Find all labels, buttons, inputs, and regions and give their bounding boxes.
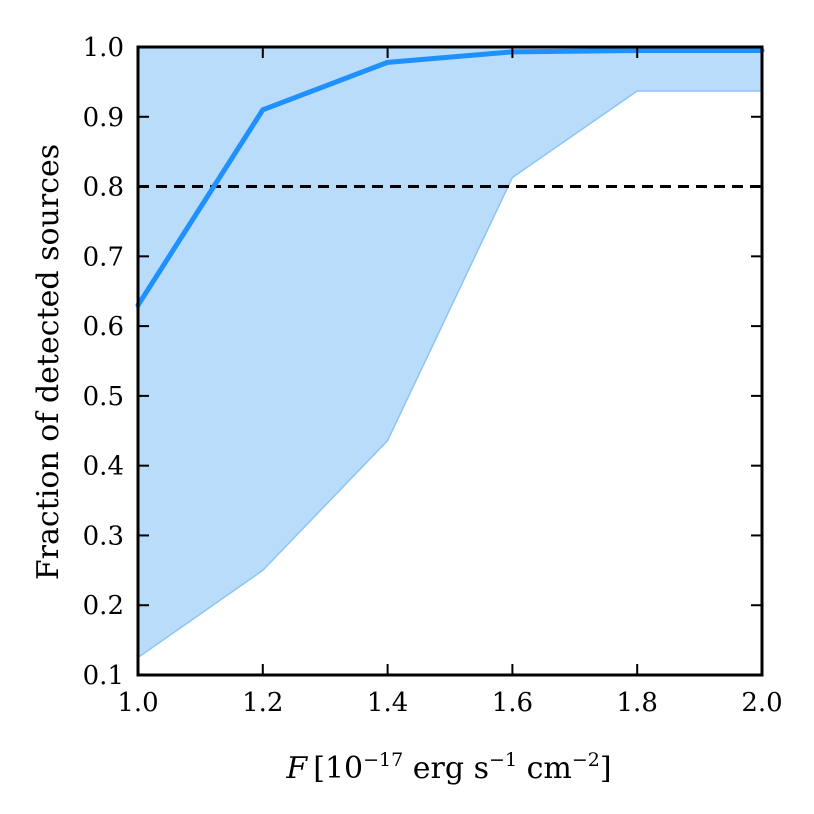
y-tick-label: 0.4 — [83, 452, 124, 482]
data-point — [260, 107, 266, 113]
x-axis-title: F [10−17 erg s−1 cm−2] — [285, 749, 611, 786]
x-axis-title-close: ] — [600, 751, 612, 786]
y-tick-label: 0.9 — [83, 103, 124, 133]
x-tick-label: 1.0 — [117, 688, 158, 718]
x-tick-label: 2.0 — [741, 688, 782, 718]
y-tick-label: 0.1 — [83, 661, 124, 691]
plot-frame-layer — [136, 45, 764, 677]
series-line — [135, 47, 762, 307]
confidence-band-layer — [137, 47, 762, 659]
confidence-band — [138, 47, 762, 658]
x-tick-label: 1.8 — [617, 688, 658, 718]
plot-frame — [136, 45, 764, 677]
tick-layer: 1.0 1.2 1.4 1.6 1.8 2.0 0.1 0.2 0.3 0.4 0.5 0.6 0.7 0… — [83, 33, 783, 718]
y-tick-label: 0.5 — [83, 382, 124, 412]
confidence-band-lower-edge — [137, 90, 762, 659]
x-axis-title-cm: cm — [517, 751, 572, 786]
y-tick-label: 0.6 — [83, 312, 124, 342]
y-tick-label: 1.0 — [83, 33, 124, 63]
y-tick-label: 0.3 — [83, 521, 124, 551]
y-axis-title: Fraction of detected sources — [31, 144, 66, 580]
y-tick-label: 0.2 — [83, 591, 124, 621]
y-tick-label: 0.7 — [83, 242, 124, 272]
data-point — [385, 59, 391, 65]
x-tick-label: 1.2 — [242, 688, 283, 718]
x-axis-title-open: [10 — [313, 751, 363, 786]
y-tick-label: 0.8 — [83, 173, 124, 203]
x-tick-label: 1.6 — [492, 688, 533, 718]
x-axis-title-exp1: −17 — [363, 749, 403, 771]
x-tick-label: 1.4 — [367, 688, 408, 718]
x-axis-title-variable: F — [285, 751, 308, 786]
x-axis-title-exp2: −1 — [489, 749, 517, 771]
x-axis-title-exp3: −2 — [572, 749, 600, 771]
x-axis-title-erg: erg s — [403, 751, 489, 786]
